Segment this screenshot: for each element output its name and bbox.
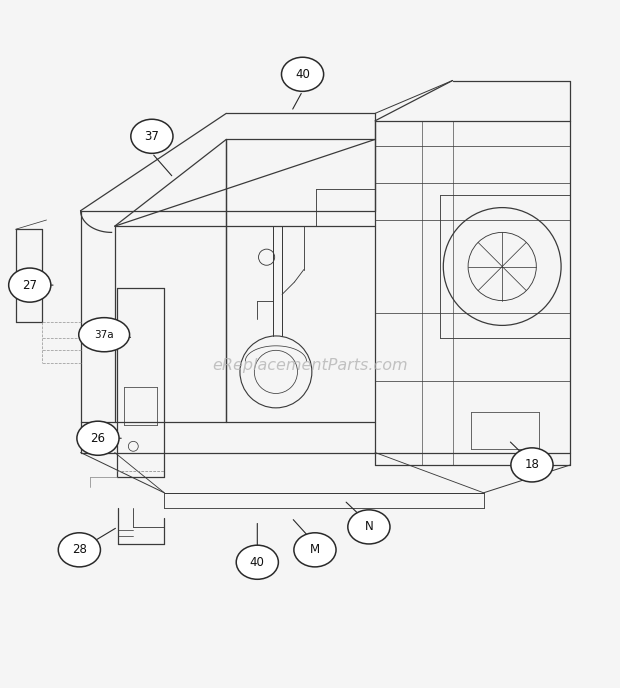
Text: 40: 40 xyxy=(295,68,310,80)
Ellipse shape xyxy=(281,57,324,92)
Text: 27: 27 xyxy=(22,279,37,292)
Ellipse shape xyxy=(348,510,390,544)
Ellipse shape xyxy=(9,268,51,302)
Text: 37a: 37a xyxy=(94,330,114,340)
Text: 18: 18 xyxy=(525,458,539,471)
Ellipse shape xyxy=(294,533,336,567)
Ellipse shape xyxy=(131,119,173,153)
Text: M: M xyxy=(310,544,320,557)
Text: 28: 28 xyxy=(72,544,87,557)
Text: 26: 26 xyxy=(91,432,105,444)
Ellipse shape xyxy=(77,421,119,455)
Text: N: N xyxy=(365,520,373,533)
Text: 37: 37 xyxy=(144,130,159,143)
Ellipse shape xyxy=(236,545,278,579)
Text: eReplacementParts.com: eReplacementParts.com xyxy=(212,358,408,373)
Ellipse shape xyxy=(511,448,553,482)
Ellipse shape xyxy=(79,318,130,352)
Ellipse shape xyxy=(58,533,100,567)
Text: 40: 40 xyxy=(250,556,265,569)
